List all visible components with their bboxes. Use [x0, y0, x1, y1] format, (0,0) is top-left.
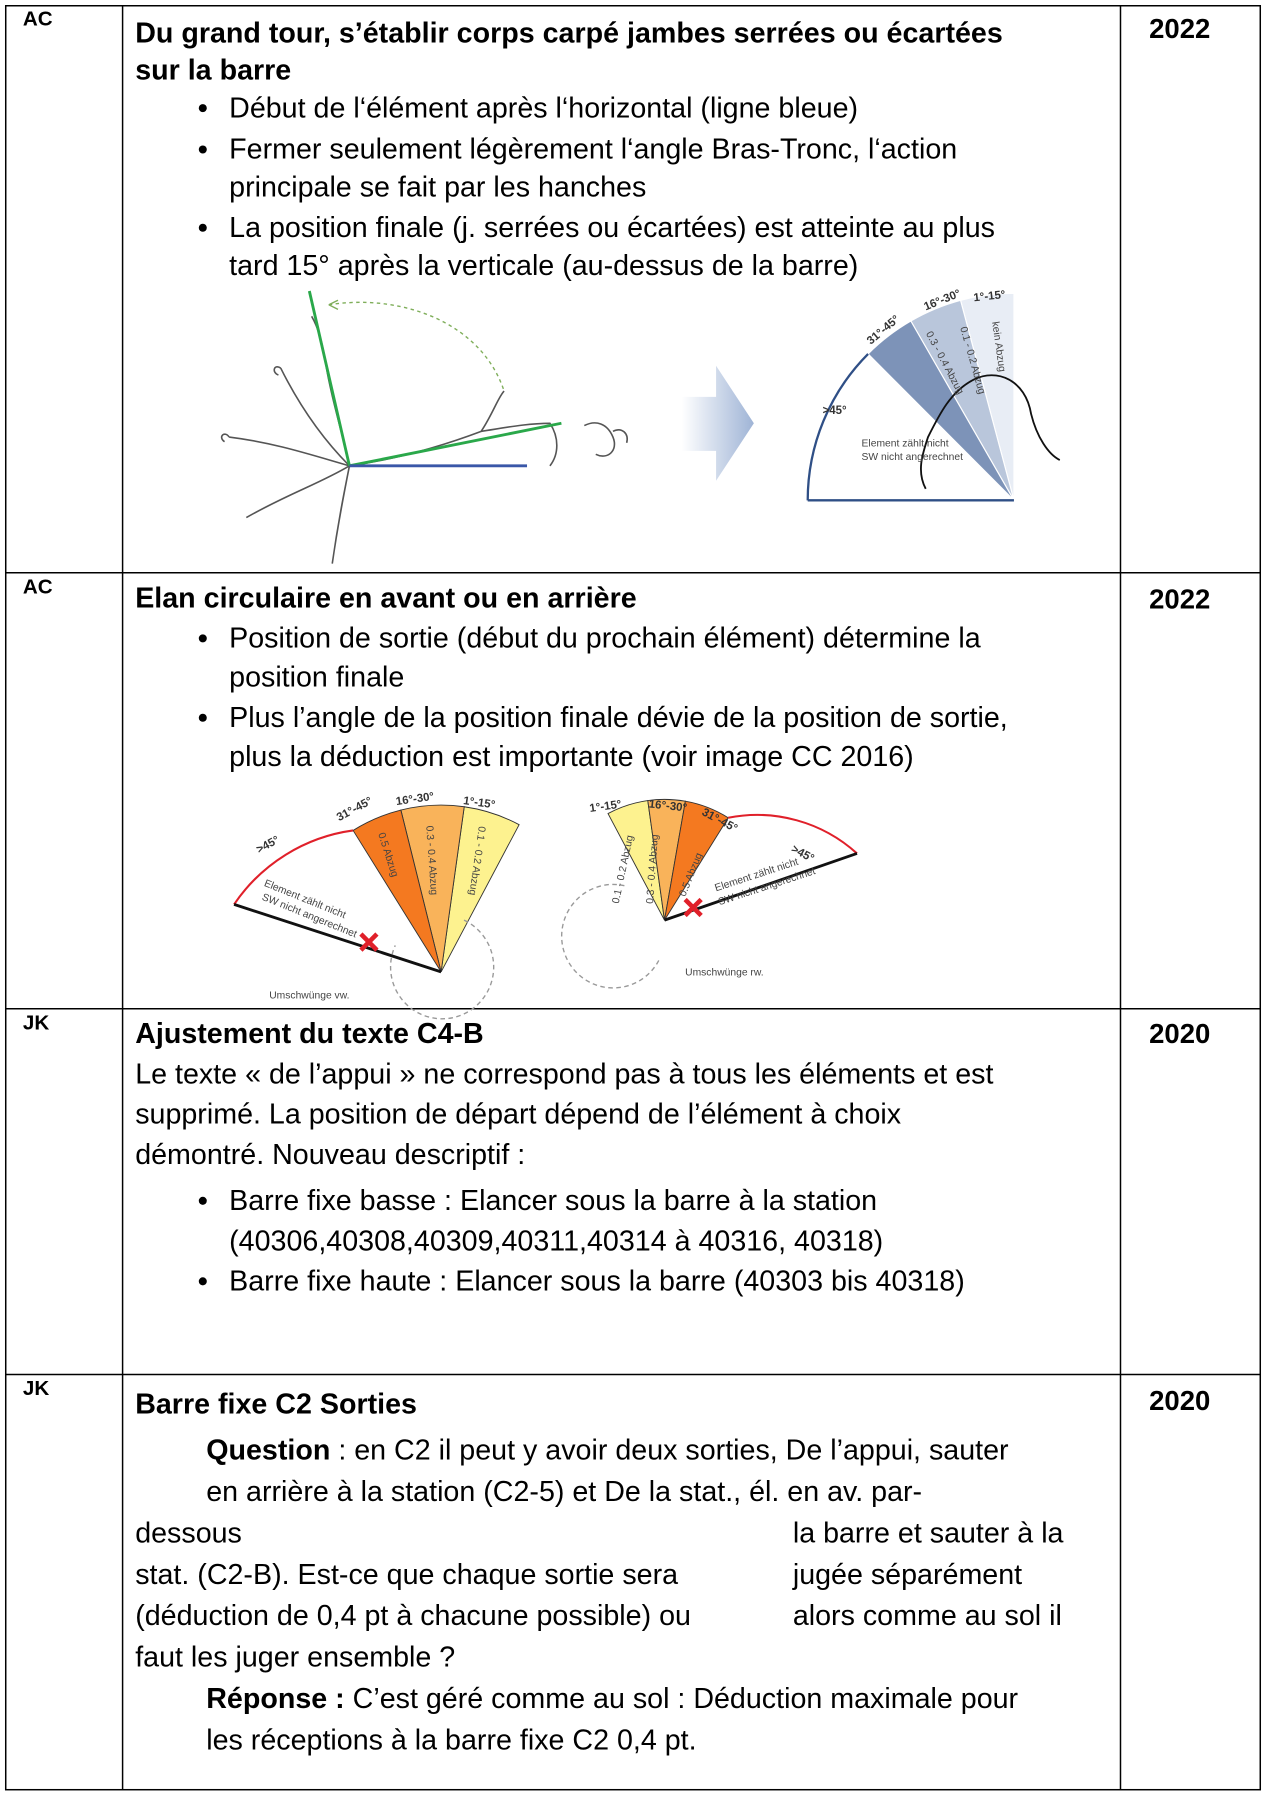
row-title: Elan circulaire en avant ou en arrière [135, 582, 637, 615]
paragraph-line: démontré. Nouveau descriptif : [135, 1138, 526, 1171]
fan-label: 16°-30° [648, 798, 688, 814]
bullet-text: Plus l’angle de la position finale dévie… [229, 701, 1008, 734]
table-borders [4, 5, 1262, 1791]
question-text: jugée séparément [792, 1558, 1023, 1591]
row-year: 2020 [1149, 1385, 1211, 1418]
question-text: faut les juger ensemble ? [135, 1641, 456, 1674]
fan-label: kein Abzug [989, 321, 1007, 373]
bullet-text: Fermer seulement légèrement l‘angle Bras… [229, 133, 958, 166]
question-text: la barre et sauter à la [792, 1517, 1064, 1550]
bullet-text: (40306,40308,40309,40311,40314 à 40316, … [229, 1224, 884, 1258]
fan-label: >45° [255, 834, 282, 856]
fan-label: 0.1 - 0.2 Abzug [611, 834, 636, 905]
row-code: AC [22, 575, 53, 599]
arrow [681, 365, 754, 481]
fan-label: SW nicht angerechnet [862, 452, 964, 463]
row-title: sur la barre [135, 54, 292, 87]
paragraph-line: Le texte « de l’appui » ne correspond pa… [135, 1058, 994, 1091]
bullet-text: Barre fixe basse : Elancer sous la barre… [229, 1184, 878, 1217]
fan-label: Umschwünge vw. [269, 990, 349, 1001]
question-text: alors comme au sol il [792, 1599, 1062, 1633]
question-text: : en C2 il peut y avoir deux sorties, De… [338, 1434, 1009, 1467]
answer-text: les réceptions à la barre fixe C2 0,4 pt… [206, 1724, 697, 1757]
row-title: Du grand tour, s’établir corps carpé jam… [135, 17, 1003, 50]
answer-line: Réponse : C’est géré comme au sol : Dédu… [206, 1679, 1018, 1718]
figure-fan-forward: >45° 31°-45° 16°-30° 1°-15° 0.5 Abzug 0.… [233, 791, 520, 1020]
question-text: dessous [135, 1517, 242, 1550]
bullet-text: Début de l‘élément après l‘horizontal (l… [229, 92, 859, 125]
fan-label: 1°-15° [973, 289, 1007, 304]
row-title: Barre fixe C2 Sorties [135, 1388, 417, 1421]
bullet-text: Position de sortie (début du prochain él… [229, 622, 981, 655]
row-code: JK [22, 1011, 50, 1035]
paragraph-line: supprimé. La position de départ dépend d… [135, 1098, 902, 1131]
bullet-text: position finale [229, 661, 405, 694]
figure-gymnast-sequence [220, 290, 628, 564]
fan-label: Element zählt nicht [862, 438, 949, 449]
bullet-text: plus la déduction est importante (voir i… [229, 740, 914, 773]
row-year: 2020 [1149, 1019, 1211, 1051]
row-code: JK [22, 1376, 50, 1400]
bullets [198, 104, 207, 1286]
question-text: stat. (C2-B). Est-ce que chaque sortie s… [135, 1558, 679, 1591]
fan-label: 16°-30° [395, 791, 435, 808]
bullet-text: La position finale (j. serrées ou écarté… [229, 211, 995, 244]
row-title: Ajustement du texte C4-B [135, 1017, 484, 1051]
fan-label: 31°-45° [335, 795, 375, 824]
row-year: 2022 [1149, 584, 1211, 616]
fan-label: 0.3 - 0.4 Abzug [645, 834, 661, 904]
figure-fan-backward: 1°-15° 16°-30° 31°-45° >45° 0.1 - 0.2 Ab… [561, 798, 858, 989]
fan-label: 1°-15° [589, 799, 623, 815]
question-label: Question [206, 1434, 331, 1467]
fan-label: >45° [823, 405, 847, 417]
question-text: en arrière à la station (C2-5) et De la … [206, 1475, 923, 1508]
answer-label: Réponse : [206, 1682, 345, 1715]
question-text: (déduction de 0,4 pt à chacune possible)… [135, 1599, 691, 1633]
fan-label: 0.3 - 0.4 Abzug [423, 825, 439, 895]
fan-label: Umschwünge rw. [685, 967, 763, 978]
bullet-text: Barre fixe haute : Elancer sous la barre… [229, 1265, 965, 1298]
bullet-text: tard 15° après la verticale (au-dessus d… [229, 249, 859, 282]
fan-label: 1°-15° [462, 795, 496, 811]
bullet-text: principale se fait par les hanches [229, 171, 647, 204]
answer-text: C’est géré comme au sol : Déduction maxi… [352, 1682, 1019, 1715]
figure-blue-fan: >45° 31°-45° 16°-30° 1°-15° 0.3 - 0.4 Ab… [806, 288, 1061, 502]
row-year: 2022 [1149, 13, 1211, 45]
row-code: AC [22, 6, 53, 30]
question-line: Question : en C2 il peut y avoir deux so… [206, 1431, 1008, 1470]
